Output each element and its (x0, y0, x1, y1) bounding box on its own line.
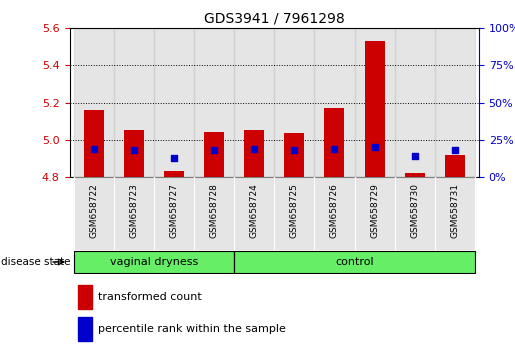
Text: GSM658723: GSM658723 (129, 183, 138, 238)
Bar (83, 110, 104, 177)
Text: vaginal dryness: vaginal dryness (110, 257, 198, 267)
Bar (234, 177, 274, 250)
Text: GSM658727: GSM658727 (169, 183, 178, 238)
Bar (314, 28, 354, 177)
Bar (435, 28, 475, 177)
Point (170, 155, 178, 160)
Point (250, 146, 259, 152)
Bar (445, 155, 465, 177)
Bar (74, 251, 234, 273)
Title: GDS3941 / 7961298: GDS3941 / 7961298 (204, 12, 345, 26)
Bar (274, 177, 314, 250)
Text: percentile rank within the sample: percentile rank within the sample (98, 324, 286, 334)
Bar (78, 285, 92, 309)
Text: GSM658730: GSM658730 (410, 183, 419, 238)
Bar (354, 28, 394, 177)
Bar (354, 177, 394, 250)
Bar (194, 28, 234, 177)
Bar (74, 28, 114, 177)
Bar (114, 177, 154, 250)
Text: disease state: disease state (2, 257, 71, 267)
Text: GSM658729: GSM658729 (370, 183, 379, 238)
Bar (234, 28, 274, 177)
Bar (314, 177, 354, 250)
Point (210, 147, 218, 153)
Point (410, 153, 419, 159)
Point (130, 147, 138, 153)
Bar (274, 28, 314, 177)
Bar (324, 108, 345, 177)
Bar (154, 177, 194, 250)
Bar (394, 28, 435, 177)
Bar (394, 177, 435, 250)
Text: GSM658728: GSM658728 (210, 183, 218, 238)
Bar (435, 177, 475, 250)
Bar (365, 41, 385, 177)
Text: GSM658726: GSM658726 (330, 183, 339, 238)
Bar (234, 251, 475, 273)
Text: GSM658724: GSM658724 (250, 183, 259, 238)
Bar (284, 133, 304, 177)
Point (330, 146, 338, 152)
Bar (204, 132, 224, 177)
Point (290, 147, 298, 153)
Point (451, 147, 459, 153)
Point (370, 144, 379, 150)
Bar (78, 317, 92, 341)
Text: GSM658731: GSM658731 (450, 183, 459, 238)
Bar (154, 28, 194, 177)
Bar (114, 28, 154, 177)
Point (90, 146, 98, 152)
Text: control: control (335, 257, 374, 267)
Text: transformed count: transformed count (98, 292, 202, 302)
Bar (405, 173, 425, 177)
Bar (244, 130, 264, 177)
Text: GSM658725: GSM658725 (290, 183, 299, 238)
Text: GSM658722: GSM658722 (89, 183, 98, 238)
Bar (74, 177, 114, 250)
Bar (164, 171, 184, 177)
Bar (194, 177, 234, 250)
Bar (124, 130, 144, 177)
